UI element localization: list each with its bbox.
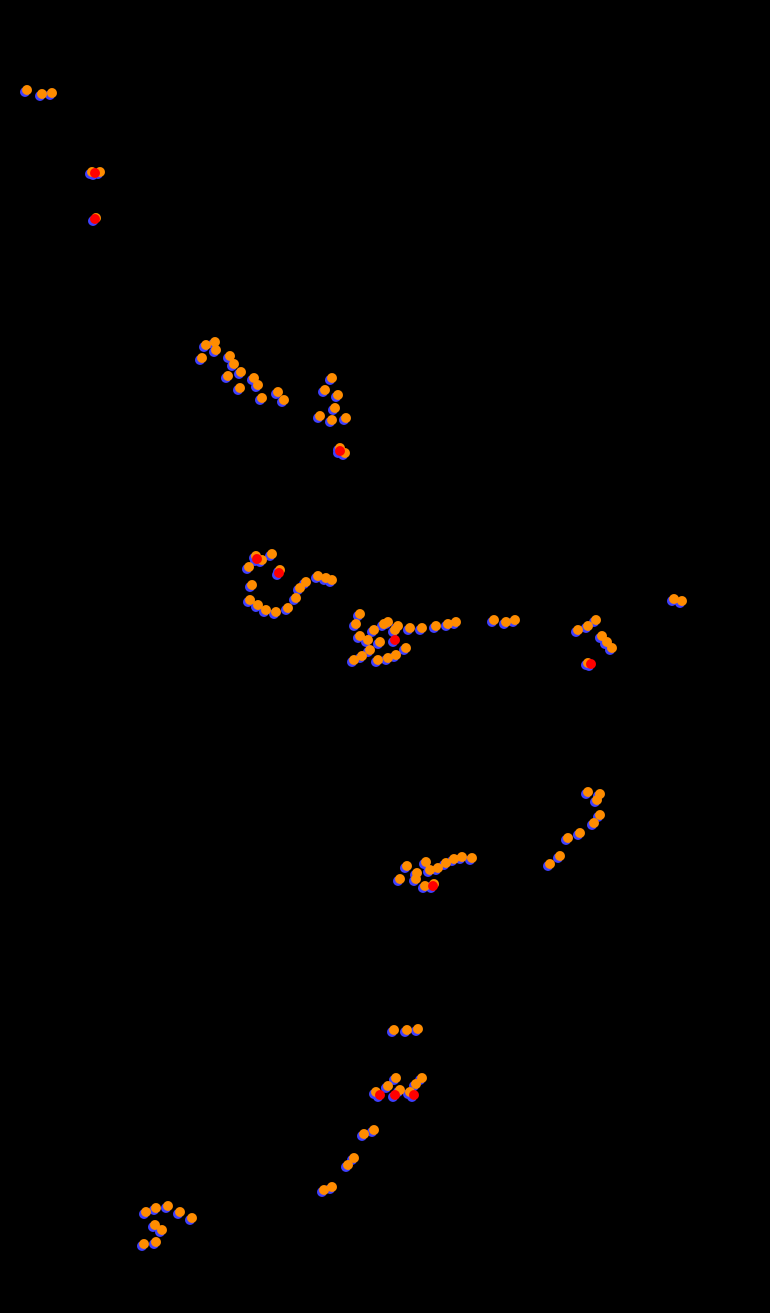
scatter-point-orange — [591, 615, 601, 625]
scatter-point-orange — [187, 1213, 197, 1223]
scatter-point-red — [335, 446, 345, 456]
scatter-point-orange — [411, 874, 421, 884]
scatter-point-orange — [22, 85, 32, 95]
scatter-point-orange — [320, 385, 330, 395]
scatter-point-orange — [555, 851, 565, 861]
scatter-point-orange — [467, 853, 477, 863]
scatter-point-orange — [379, 619, 389, 629]
scatter-point-orange — [175, 1207, 185, 1217]
scatter-point-orange — [327, 373, 337, 383]
scatter-point-red — [428, 881, 438, 891]
scatter-point-orange — [341, 413, 351, 423]
scatter-point-orange — [315, 411, 325, 421]
scatter-point-orange — [157, 1225, 167, 1235]
scatter-point-orange — [489, 615, 499, 625]
scatter-point-red — [586, 659, 596, 669]
scatter-point-orange — [47, 88, 57, 98]
scatter-point-orange — [351, 619, 361, 629]
scatter-point-orange — [457, 852, 467, 862]
scatter-point-orange — [349, 1153, 359, 1163]
scatter-point-orange — [375, 637, 385, 647]
scatter-point-red — [252, 554, 262, 564]
scatter-point-orange — [223, 371, 233, 381]
scatter-point-orange — [575, 828, 585, 838]
scatter-point-orange — [229, 359, 239, 369]
scatter-point-orange — [244, 562, 254, 572]
scatter-point-orange — [545, 859, 555, 869]
scatter-point-orange — [151, 1203, 161, 1213]
scatter-point-orange — [431, 621, 441, 631]
scatter-point-orange — [389, 1025, 399, 1035]
scatter-point-orange — [301, 577, 311, 587]
scatter-point-orange — [201, 340, 211, 350]
scatter-point-red — [90, 214, 100, 224]
scatter-point-orange — [365, 645, 375, 655]
scatter-point-orange — [333, 390, 343, 400]
scatter-point-orange — [141, 1207, 151, 1217]
scatter-point-orange — [267, 549, 277, 559]
scatter-point-orange — [391, 650, 401, 660]
scatter-point-orange — [373, 655, 383, 665]
scatter-point-orange — [283, 603, 293, 613]
scatter-point-orange — [583, 621, 593, 631]
scatter-point-orange — [501, 617, 511, 627]
scatter-point-orange — [413, 1024, 423, 1034]
scatter-point-orange — [363, 635, 373, 645]
scatter-point-orange — [151, 1237, 161, 1247]
scatter-point-orange — [37, 89, 47, 99]
scatter-point-red — [90, 168, 100, 178]
scatter-point-orange — [417, 623, 427, 633]
scatter-point-red — [390, 1090, 400, 1100]
scatter-point-orange — [253, 380, 263, 390]
scatter-point-orange — [261, 605, 271, 615]
scatter-point-red — [375, 1090, 385, 1100]
scatter-plot — [0, 0, 770, 1313]
scatter-point-orange — [163, 1201, 173, 1211]
scatter-point-orange — [359, 1129, 369, 1139]
scatter-point-orange — [391, 1073, 401, 1083]
scatter-point-orange — [291, 593, 301, 603]
scatter-point-orange — [595, 810, 605, 820]
scatter-point-orange — [417, 1073, 427, 1083]
scatter-point-orange — [401, 643, 411, 653]
scatter-point-red — [274, 568, 284, 578]
scatter-point-orange — [607, 643, 617, 653]
scatter-point-orange — [355, 609, 365, 619]
scatter-point-orange — [402, 1025, 412, 1035]
scatter-point-orange — [592, 795, 602, 805]
scatter-point-orange — [573, 625, 583, 635]
scatter-point-orange — [349, 655, 359, 665]
scatter-point-orange — [257, 393, 267, 403]
scatter-point-orange — [273, 387, 283, 397]
scatter-point-orange — [589, 818, 599, 828]
scatter-point-orange — [369, 1125, 379, 1135]
scatter-point-orange — [247, 580, 257, 590]
scatter-point-orange — [139, 1239, 149, 1249]
scatter-point-orange — [369, 625, 379, 635]
scatter-point-orange — [197, 353, 207, 363]
scatter-point-orange — [583, 787, 593, 797]
scatter-point-orange — [677, 596, 687, 606]
scatter-point-red — [390, 635, 400, 645]
scatter-point-orange — [395, 874, 405, 884]
scatter-point-orange — [393, 621, 403, 631]
scatter-point-red — [409, 1090, 419, 1100]
scatter-point-orange — [327, 575, 337, 585]
scatter-point-orange — [327, 415, 337, 425]
scatter-point-orange — [330, 403, 340, 413]
scatter-point-orange — [235, 383, 245, 393]
scatter-point-orange — [405, 623, 415, 633]
scatter-point-orange — [236, 367, 246, 377]
scatter-point-orange — [279, 395, 289, 405]
scatter-point-orange — [327, 1182, 337, 1192]
scatter-point-orange — [451, 617, 461, 627]
scatter-point-orange — [402, 861, 412, 871]
scatter-point-orange — [383, 1081, 393, 1091]
scatter-point-orange — [510, 615, 520, 625]
scatter-point-orange — [271, 607, 281, 617]
scatter-point-orange — [563, 833, 573, 843]
scatter-point-orange — [211, 345, 221, 355]
